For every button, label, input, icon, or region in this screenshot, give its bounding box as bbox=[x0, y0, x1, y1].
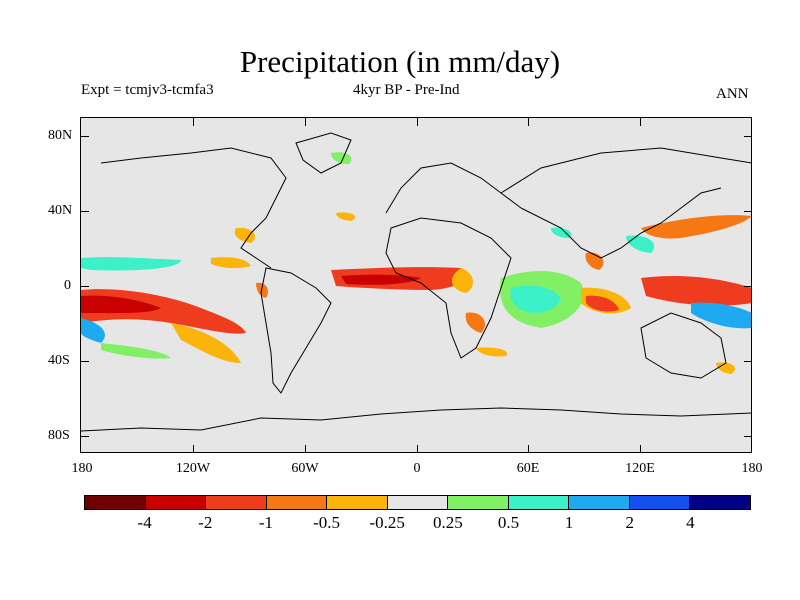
patch-indian-red bbox=[586, 295, 619, 312]
season-label: ANN bbox=[716, 86, 749, 102]
colorbar-box bbox=[387, 496, 449, 509]
lon-label-120e: 120E bbox=[625, 461, 655, 476]
experiment-label: Expt = tcmjv3-tcmfa3 bbox=[81, 82, 214, 98]
colorbar-label: 4 bbox=[686, 513, 695, 532]
colorbar-box bbox=[508, 496, 570, 509]
lat-label-80s: 80S bbox=[48, 428, 70, 443]
colorbar-box bbox=[629, 496, 691, 509]
lon-label-180w: 180 bbox=[71, 461, 93, 476]
lat-label-80n: 80N bbox=[48, 128, 73, 143]
coastlines bbox=[81, 132, 752, 432]
north-america-coast bbox=[100, 147, 287, 269]
colorbar-box bbox=[569, 496, 630, 509]
lat-tick bbox=[744, 286, 752, 287]
lon-tick bbox=[305, 118, 306, 126]
colorbar-label: -0.25 bbox=[369, 513, 405, 532]
lat-tick bbox=[81, 286, 89, 287]
lat-tick bbox=[744, 436, 752, 437]
antarctica-coast bbox=[81, 407, 752, 432]
patch-wpac-dry bbox=[641, 276, 752, 306]
lon-tick bbox=[417, 118, 418, 126]
lat-tick bbox=[81, 211, 89, 212]
period-label: 4kyr BP - Pre-Ind bbox=[353, 82, 460, 98]
precipitation-map bbox=[81, 132, 752, 432]
map-title: Precipitation (in mm/day) bbox=[239, 44, 561, 79]
patch-greenland bbox=[331, 152, 352, 164]
lon-label-60e: 60E bbox=[516, 461, 540, 476]
patch-atlantic-dry-core bbox=[341, 274, 421, 285]
patch-wpac-cyan bbox=[691, 302, 752, 329]
lon-label-180e: 180 bbox=[741, 461, 763, 476]
colorbar-box bbox=[448, 496, 509, 509]
africa-coast bbox=[385, 217, 512, 359]
lon-tick bbox=[417, 445, 418, 453]
colorbar-label: 2 bbox=[625, 513, 634, 532]
patch-asia-cyan bbox=[551, 227, 572, 238]
lon-tick bbox=[193, 445, 194, 453]
patch-pacific-ne bbox=[211, 257, 251, 269]
patch-pacific-wet bbox=[81, 318, 105, 343]
colorbar-label: 1 bbox=[564, 513, 574, 532]
colorbar-box bbox=[690, 496, 751, 509]
patch-caribbean bbox=[234, 227, 256, 243]
lon-tick bbox=[528, 118, 529, 126]
colorbar-label: -1 bbox=[258, 513, 273, 532]
patch-pacific-wet-band bbox=[81, 257, 181, 271]
lon-label-120w: 120W bbox=[175, 461, 211, 476]
patch-atlantic-orange bbox=[451, 268, 473, 293]
australia-coast bbox=[640, 312, 727, 379]
lat-tick bbox=[81, 136, 89, 137]
colorbar-label: -4 bbox=[137, 513, 152, 532]
colorbar-label: 0.5 bbox=[497, 513, 520, 532]
lat-tick bbox=[81, 361, 89, 362]
lat-tick bbox=[744, 136, 752, 137]
colorbar-box bbox=[327, 496, 388, 509]
colorbar-box bbox=[206, 496, 267, 509]
lat-label-40s: 40S bbox=[48, 353, 70, 368]
patch-pacific-green-s bbox=[101, 343, 171, 359]
lat-tick bbox=[744, 211, 752, 212]
colorbar-label: -2 bbox=[198, 513, 213, 532]
patch-n-atlantic bbox=[336, 212, 356, 221]
anomaly-patches bbox=[81, 152, 752, 374]
lon-label-0: 0 bbox=[413, 461, 421, 476]
lon-tick bbox=[640, 445, 641, 453]
colorbar-box bbox=[145, 496, 207, 509]
patch-pacific-orange-s bbox=[171, 323, 241, 363]
map-area bbox=[81, 118, 752, 453]
colorbar-box bbox=[266, 496, 328, 509]
patch-australia-s bbox=[716, 362, 736, 374]
colorbar-label: 0.25 bbox=[432, 513, 463, 532]
patch-south-africa bbox=[476, 347, 507, 357]
patch-asia-band bbox=[641, 215, 752, 239]
patch-indian-cyan bbox=[510, 285, 561, 313]
lon-tick bbox=[193, 118, 194, 126]
lon-tick bbox=[528, 445, 529, 453]
lat-label-0: 0 bbox=[64, 278, 71, 293]
patch-pacific-dry-core bbox=[81, 295, 161, 314]
colorbar-box bbox=[85, 496, 146, 509]
lon-tick bbox=[640, 118, 641, 126]
colorbar bbox=[84, 495, 751, 510]
greenland-coast bbox=[295, 132, 352, 174]
patch-madagascar bbox=[465, 312, 486, 333]
lat-label-40n: 40N bbox=[48, 203, 73, 218]
lat-tick bbox=[81, 436, 89, 437]
asia-coast bbox=[500, 147, 752, 259]
patch-asia-green bbox=[626, 235, 655, 253]
south-america-coast bbox=[260, 267, 332, 394]
lon-tick bbox=[305, 445, 306, 453]
colorbar-label: -0.5 bbox=[313, 513, 340, 532]
lat-tick bbox=[744, 361, 752, 362]
europe-coast bbox=[385, 162, 522, 214]
lon-label-60w: 60W bbox=[291, 461, 319, 476]
